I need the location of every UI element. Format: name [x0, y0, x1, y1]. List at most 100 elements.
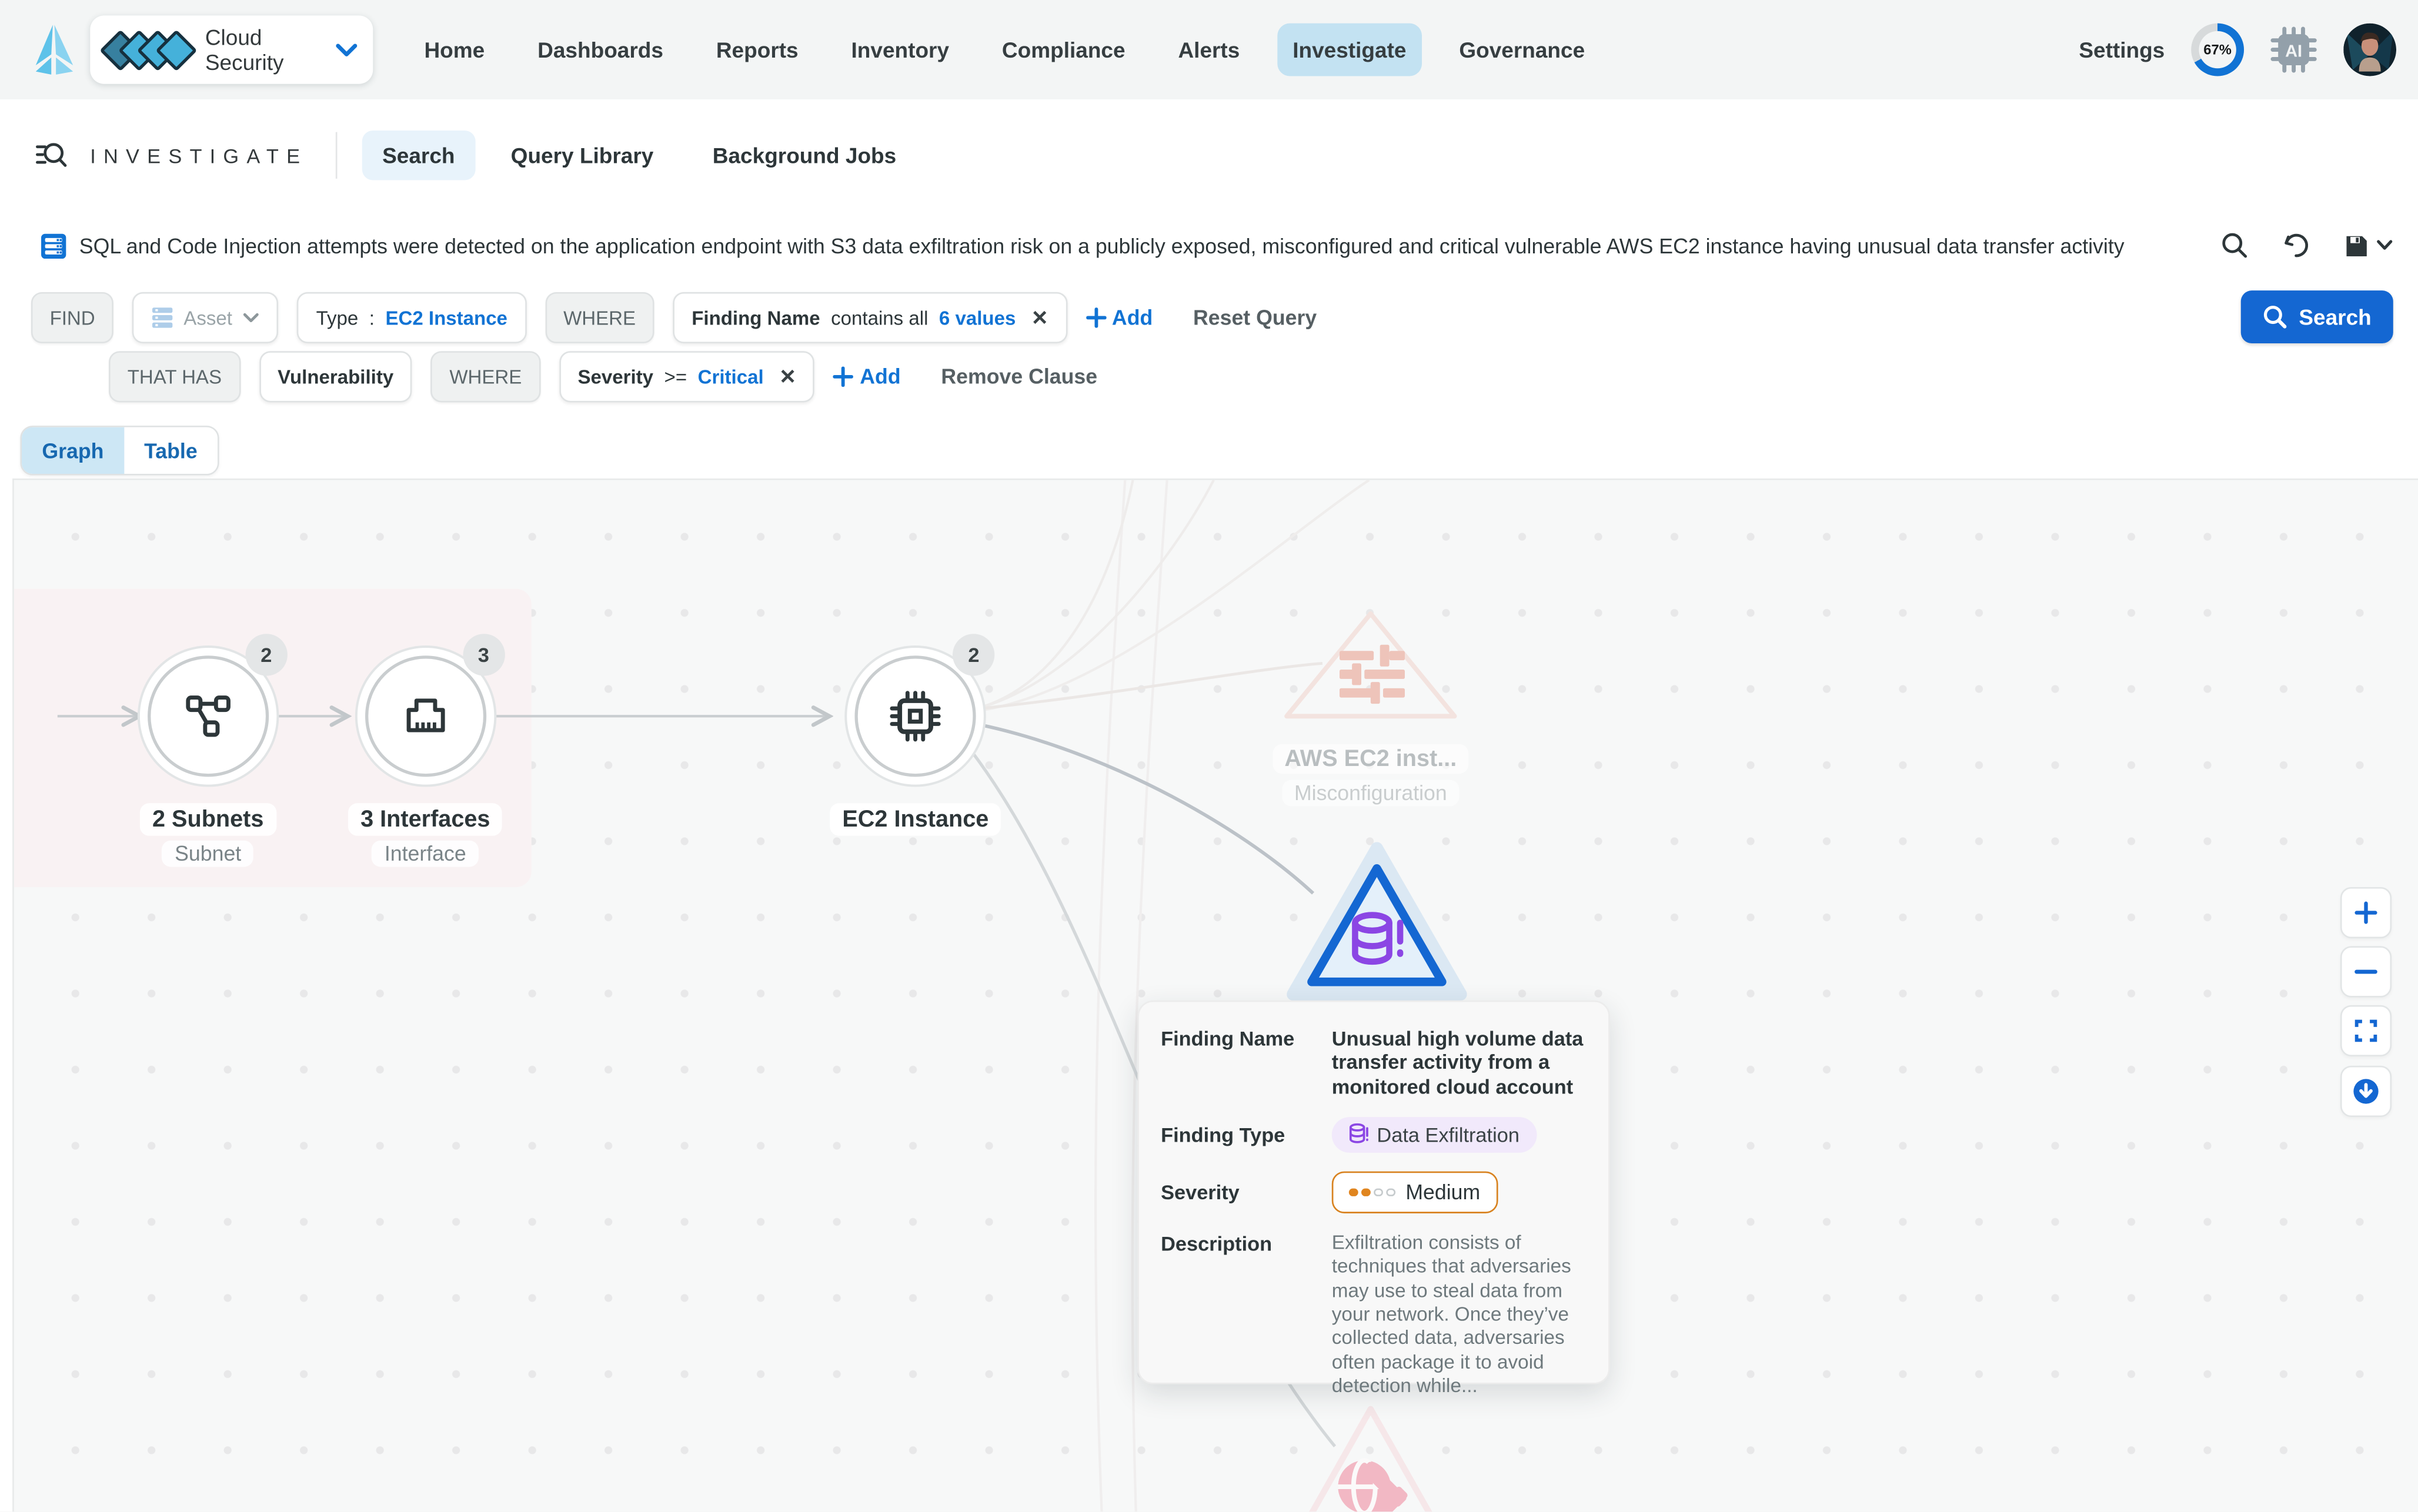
subnet-icon: [185, 695, 231, 737]
database-alert-icon: [1349, 1124, 1368, 1144]
fit-view-button[interactable]: [2340, 1005, 2392, 1057]
graph-node-ec2-instance[interactable]: 2 EC2 Instance: [830, 634, 1001, 836]
save-icon[interactable]: [2343, 232, 2370, 259]
node-label: AWS EC2 inst...: [1272, 744, 1469, 774]
that-has-keyword-chip[interactable]: THAT HAS: [108, 351, 241, 403]
zoom-in-button[interactable]: [2340, 887, 2392, 939]
tab-query-library[interactable]: Query Library: [510, 143, 654, 168]
remove-clause-button[interactable]: Remove Clause: [941, 365, 1098, 389]
search-button[interactable]: Search: [2241, 290, 2393, 344]
nav-alerts[interactable]: Alerts: [1178, 37, 1240, 62]
settings-link[interactable]: Settings: [2079, 37, 2165, 62]
main-nav: Home Dashboards Reports Inventory Compli…: [409, 0, 1601, 99]
asset-selector-chip[interactable]: Asset: [132, 292, 279, 344]
progress-ring[interactable]: 67%: [2191, 23, 2245, 76]
node-count-badge: 2: [953, 634, 995, 676]
progress-ring-value: 67%: [2199, 31, 2236, 69]
nav-investigate[interactable]: Investigate: [1277, 23, 1422, 76]
view-tab-graph[interactable]: Graph: [21, 427, 124, 474]
query-builder: FIND Asset Type : EC2 Instance: [0, 279, 2418, 451]
brand-logo-icon: [35, 25, 74, 75]
remove-condition-icon[interactable]: ✕: [1031, 305, 1048, 329]
node-count-badge: 2: [245, 634, 288, 676]
ec2-chip-icon: [890, 691, 941, 742]
divider: [335, 132, 338, 179]
tooltip-finding-name-label: Finding Name: [1161, 1026, 1295, 1051]
data-exfiltration-triangle-icon: [1286, 842, 1467, 1001]
severity-text: Medium: [1405, 1180, 1481, 1205]
tab-search[interactable]: Search: [362, 130, 475, 180]
nav-dashboards[interactable]: Dashboards: [537, 37, 663, 62]
nav-home[interactable]: Home: [424, 37, 485, 62]
graph-canvas[interactable]: 2 2 VPCs 2: [12, 478, 2418, 1512]
zoom-out-button[interactable]: [2340, 946, 2392, 998]
where-keyword-chip-2[interactable]: WHERE: [430, 351, 541, 403]
graph-node-threat[interactable]: [1277, 1397, 1464, 1512]
tooltip-description-text: Exfiltration consists of techniques that…: [1331, 1232, 1571, 1397]
search-icon[interactable]: [2220, 232, 2249, 260]
reset-query-button[interactable]: Reset Query: [1193, 306, 1317, 330]
top-navigation: Cloud Security Home Dashboards Reports I…: [0, 0, 2418, 100]
type-filter-chip[interactable]: Type : EC2 Instance: [297, 292, 526, 344]
add-condition-button-2[interactable]: Add: [833, 365, 901, 389]
node-label: 2 Subnets: [139, 803, 276, 836]
tooltip-description-label: Description: [1161, 1232, 1273, 1256]
svg-text:AI: AI: [2285, 42, 2302, 61]
module-title: INVESTIGATE: [90, 143, 308, 168]
severity-condition-chip[interactable]: Severity >= Critical ✕: [559, 351, 815, 403]
interface-icon: [406, 698, 445, 732]
where-keyword-chip[interactable]: WHERE: [545, 292, 654, 344]
nav-compliance[interactable]: Compliance: [1001, 37, 1125, 62]
tooltip-severity-label: Severity: [1161, 1180, 1240, 1205]
finding-tooltip: Finding Name Unusual high volume data tr…: [1137, 1000, 1610, 1397]
add-condition-button[interactable]: Add: [1086, 306, 1153, 329]
graph-edges: [57, 480, 1370, 1512]
node-label: EC2 Instance: [830, 803, 1001, 836]
user-avatar[interactable]: [2343, 23, 2397, 76]
tooltip-finding-name-value: Unusual high volume data transfer activi…: [1331, 1026, 1584, 1098]
download-graph-button[interactable]: [2340, 1065, 2392, 1118]
node-sublabel: Misconfiguration: [1281, 780, 1460, 807]
finding-type-chip: Data Exfiltration: [1331, 1117, 1537, 1153]
minus-icon: [2354, 969, 2377, 974]
node-count-badge: 3: [462, 634, 505, 676]
plus-icon: [833, 366, 854, 387]
view-tab-table[interactable]: Table: [123, 427, 218, 474]
plus-icon: [2354, 901, 2377, 924]
node-label: 3 Interfaces: [348, 803, 503, 836]
graph-node-subnets[interactable]: 2 2 Subnets Subnet: [139, 634, 288, 867]
module-bar: INVESTIGATE Search Query Library Backgro…: [0, 99, 2418, 212]
product-switcher-label: Cloud Security: [205, 25, 284, 75]
find-keyword-chip[interactable]: FIND: [31, 292, 114, 344]
vulnerability-entity-chip[interactable]: Vulnerability: [259, 351, 412, 403]
chevron-down-icon: [244, 312, 259, 322]
node-sublabel: Interface: [372, 840, 479, 867]
nav-governance[interactable]: Governance: [1459, 37, 1585, 62]
chevron-down-icon: [336, 43, 358, 56]
graph-node-interfaces[interactable]: 3 3 Interfaces Interface: [348, 634, 505, 867]
attack-globe-icon: [1309, 1406, 1432, 1512]
remove-condition-icon[interactable]: ✕: [779, 364, 796, 388]
save-chevron-down-icon[interactable]: [2376, 239, 2393, 252]
asset-icon: [152, 307, 173, 328]
finding-type-text: Data Exfiltration: [1377, 1123, 1519, 1147]
misconfiguration-triangle-icon: [1284, 611, 1457, 719]
product-diamonds-icon: [99, 29, 198, 71]
query-sentence-actions: [2220, 232, 2393, 260]
top-nav-right: Settings 67% AI: [2079, 0, 2397, 99]
product-switcher[interactable]: Cloud Security: [90, 15, 373, 84]
graph-node-misconfiguration[interactable]: AWS EC2 inst... Misconfiguration: [1265, 604, 1476, 807]
tab-background-jobs[interactable]: Background Jobs: [712, 143, 897, 168]
query-sentence-row: SQL and Code Injection attempts were det…: [0, 211, 2418, 280]
finding-name-condition-chip[interactable]: Finding Name contains all 6 values ✕: [673, 292, 1067, 344]
tooltip-finding-type-label: Finding Type: [1161, 1123, 1285, 1147]
ai-chip-icon[interactable]: AI: [2270, 26, 2317, 73]
node-sublabel: Subnet: [162, 840, 254, 867]
severity-badge: Medium: [1331, 1171, 1498, 1213]
download-icon: [2353, 1079, 2379, 1104]
undo-icon[interactable]: [2281, 232, 2310, 260]
severity-dots: [1348, 1187, 1395, 1197]
nav-reports[interactable]: Reports: [716, 37, 799, 62]
nav-inventory[interactable]: Inventory: [851, 37, 950, 62]
